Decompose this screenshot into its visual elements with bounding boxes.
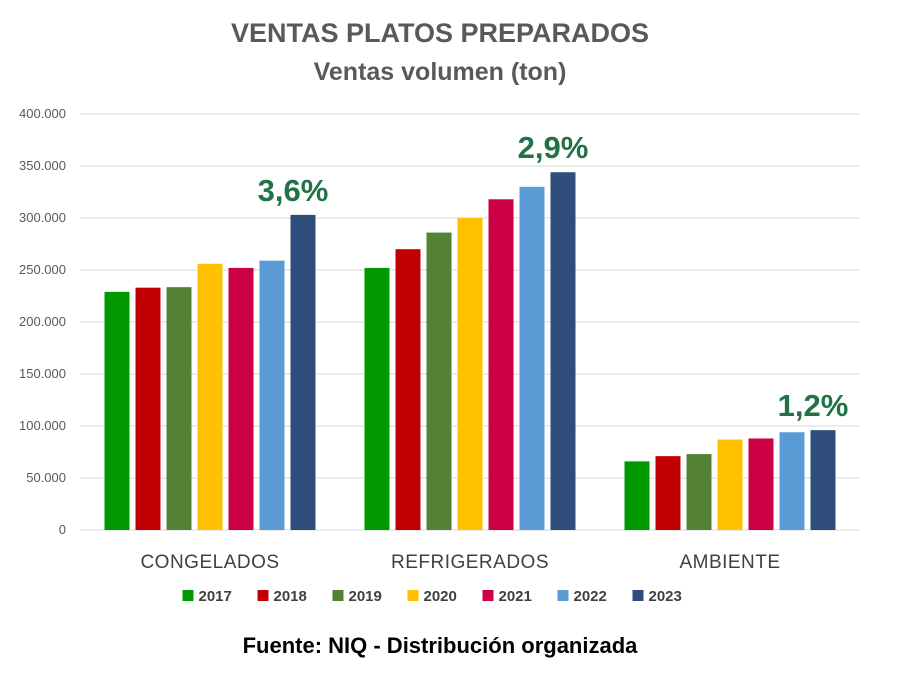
y-tick-label: 300.000 — [19, 210, 66, 225]
bar-2019-ambiente — [686, 454, 712, 530]
legend-swatch — [257, 590, 269, 601]
legend-swatch — [407, 590, 419, 601]
bar-2020-congelados — [197, 263, 223, 530]
legend: 2017 2018 2019 2020 2021 2022 2023 — [182, 588, 682, 605]
bar-2018-ambiente — [655, 456, 681, 530]
bar-2020-refrigerados — [457, 218, 483, 530]
chart-subtitle: Ventas volumen (ton) — [314, 58, 567, 86]
y-tick-label: 200.000 — [19, 314, 66, 329]
growth-annotation: 2,9% — [518, 130, 589, 165]
legend-label: 2019 — [349, 588, 382, 605]
bar-2018-refrigerados — [395, 249, 421, 530]
x-tick-label: AMBIENTE — [679, 552, 780, 573]
legend-item: 2019 — [332, 588, 382, 605]
legend-item: 2018 — [257, 588, 307, 605]
bars — [104, 172, 836, 531]
legend-label: 2020 — [424, 588, 457, 605]
growth-annotation: 1,2% — [778, 388, 849, 423]
source-note: Fuente: NIQ - Distribución organizada — [243, 633, 639, 658]
legend-swatch — [332, 590, 344, 601]
bar-2017-refrigerados — [364, 267, 390, 530]
bar-2023-congelados — [290, 214, 316, 530]
legend-swatch — [482, 590, 494, 601]
x-tick-label: REFRIGERADOS — [391, 552, 549, 573]
y-tick-label: 50.000 — [26, 470, 66, 485]
legend-label: 2017 — [199, 588, 232, 605]
bar-2021-ambiente — [748, 438, 774, 530]
y-tick-label: 400.000 — [19, 106, 66, 121]
x-tick-label: CONGELADOS — [140, 552, 279, 573]
growth-annotation: 3,6% — [258, 173, 329, 208]
legend-label: 2018 — [274, 588, 307, 605]
bar-2022-congelados — [259, 260, 285, 530]
bar-2019-refrigerados — [426, 232, 452, 530]
chart-title: VENTAS PLATOS PREPARADOS — [231, 18, 649, 48]
legend-swatch — [557, 590, 569, 601]
bar-2021-refrigerados — [488, 199, 514, 530]
bar-2019-congelados — [166, 287, 192, 530]
legend-item: 2017 — [182, 588, 232, 605]
y-tick-label: 100.000 — [19, 418, 66, 433]
bar-2018-congelados — [135, 287, 161, 530]
legend-swatch — [182, 590, 194, 601]
y-axis-ticks: 0 50.000 100.000 150.000 200.000 250.000 300.0… — [19, 106, 66, 537]
bar-2020-ambiente — [717, 439, 743, 530]
y-tick-label: 250.000 — [19, 262, 66, 277]
legend-item: 2023 — [632, 588, 682, 605]
annotations: 3,6% 2,9% 1,2% — [258, 130, 849, 423]
legend-label: 2023 — [649, 588, 682, 605]
bar-2023-refrigerados — [550, 172, 576, 531]
bar-2022-ambiente — [779, 432, 805, 530]
legend-label: 2022 — [574, 588, 607, 605]
x-axis-ticks: CONGELADOS REFRIGERADOS AMBIENTE — [140, 552, 780, 573]
bar-2023-ambiente — [810, 430, 836, 530]
legend-item: 2022 — [557, 588, 607, 605]
legend-item: 2021 — [482, 588, 532, 605]
bar-2022-refrigerados — [519, 186, 545, 531]
y-tick-label: 150.000 — [19, 366, 66, 381]
bar-2017-congelados — [104, 291, 130, 530]
bar-2017-ambiente — [624, 461, 650, 530]
bar-2021-congelados — [228, 267, 254, 530]
y-tick-label: 350.000 — [19, 158, 66, 173]
legend-swatch — [632, 590, 644, 601]
legend-item: 2020 — [407, 588, 457, 605]
y-tick-label: 0 — [59, 522, 66, 537]
legend-label: 2021 — [499, 588, 532, 605]
